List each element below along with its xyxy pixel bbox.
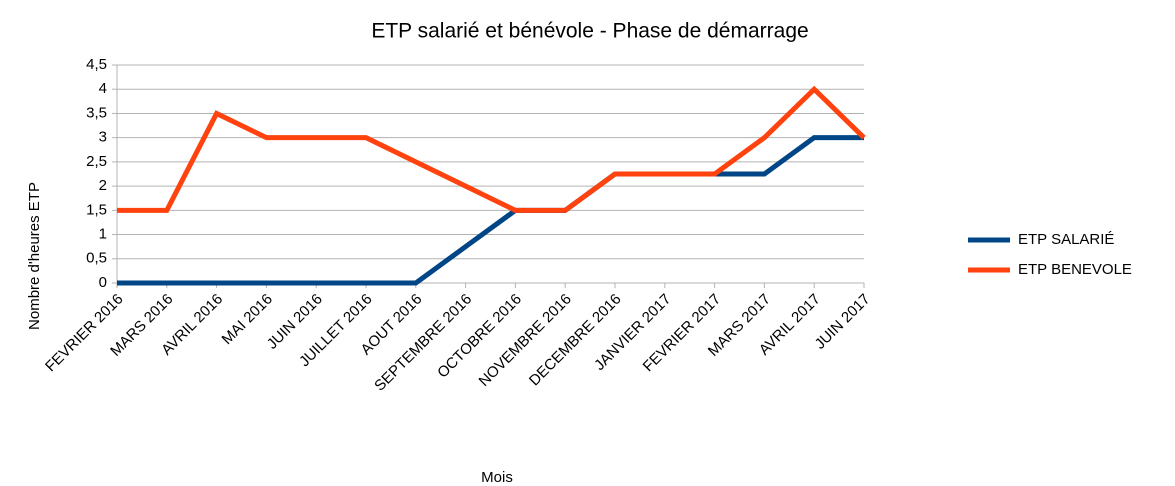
- y-tick-label: 1,5: [86, 201, 107, 218]
- series-line: [117, 135, 864, 286]
- legend-label: ETP SALARIÉ: [1018, 231, 1114, 248]
- y-axis-label: Nombre d'heures ETP: [26, 182, 43, 330]
- series-line: [117, 85, 866, 213]
- legend-label: ETP BENEVOLE: [1018, 261, 1132, 278]
- y-tick-label: 4,5: [86, 56, 107, 73]
- chart-title: ETP salarié et bénévole - Phase de démar…: [371, 20, 808, 43]
- y-tick-label: 2,5: [86, 153, 107, 170]
- y-tick-label: 0,5: [86, 250, 107, 267]
- x-tick-label: OCTOBRE 2016: [434, 291, 525, 382]
- y-tick-label: 1: [99, 226, 107, 243]
- y-tick-label: 2: [99, 177, 107, 194]
- y-tick-label: 0: [99, 274, 107, 291]
- y-tick-label: 3: [99, 129, 107, 146]
- x-tick-label: NOVEMBRE 2016: [476, 291, 575, 390]
- y-tick-label: 3,5: [86, 104, 107, 121]
- x-tick-label: FEVRIER 2016: [42, 291, 127, 376]
- x-axis-label: Mois: [481, 469, 513, 486]
- x-tick-label: DECEMBRE 2016: [526, 291, 625, 390]
- y-tick-label: 4: [99, 80, 107, 97]
